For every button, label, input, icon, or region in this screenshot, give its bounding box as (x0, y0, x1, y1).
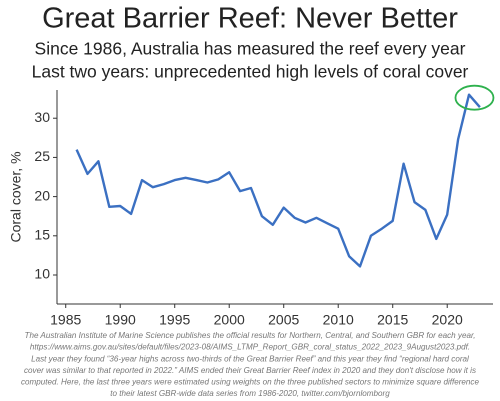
x-tick-label: 1990 (105, 312, 136, 328)
subtitle: Last two years: unprecedented high level… (32, 62, 469, 82)
footnote: to their latest GBR-wide data series fro… (110, 389, 390, 398)
footnote: Last year they found “36-year highs acro… (31, 354, 469, 363)
y-tick-label: 15 (34, 227, 50, 243)
footnote: The Australian Institute of Marine Scien… (25, 331, 476, 340)
chart-title: Great Barrier Reef: Never Better (42, 3, 458, 35)
y-tick-label: 30 (34, 109, 50, 125)
x-tick-label: 2000 (214, 312, 245, 328)
subtitle: Since 1986, Australia has measured the r… (35, 39, 466, 59)
x-tick-label: 2005 (268, 312, 299, 328)
footnote: cover was similar to that reported in 20… (24, 366, 476, 375)
y-axis-label: Coral cover, % (8, 151, 24, 242)
x-tick-label: 2015 (377, 312, 408, 328)
footnote: computed. Here, the last three years wer… (21, 378, 479, 387)
x-tick-label: 2020 (432, 312, 463, 328)
highlight-circle (454, 84, 495, 111)
x-tick-label: 1995 (159, 312, 190, 328)
y-tick-label: 25 (34, 148, 50, 164)
footnote: https://www.aims.gov.au/sites/default/fi… (30, 343, 470, 352)
data-line (75, 93, 481, 268)
x-tick-label: 2010 (323, 312, 354, 328)
y-tick-label: 20 (34, 187, 50, 203)
y-tick-label: 10 (34, 266, 50, 282)
x-tick-label: 1985 (50, 312, 81, 328)
